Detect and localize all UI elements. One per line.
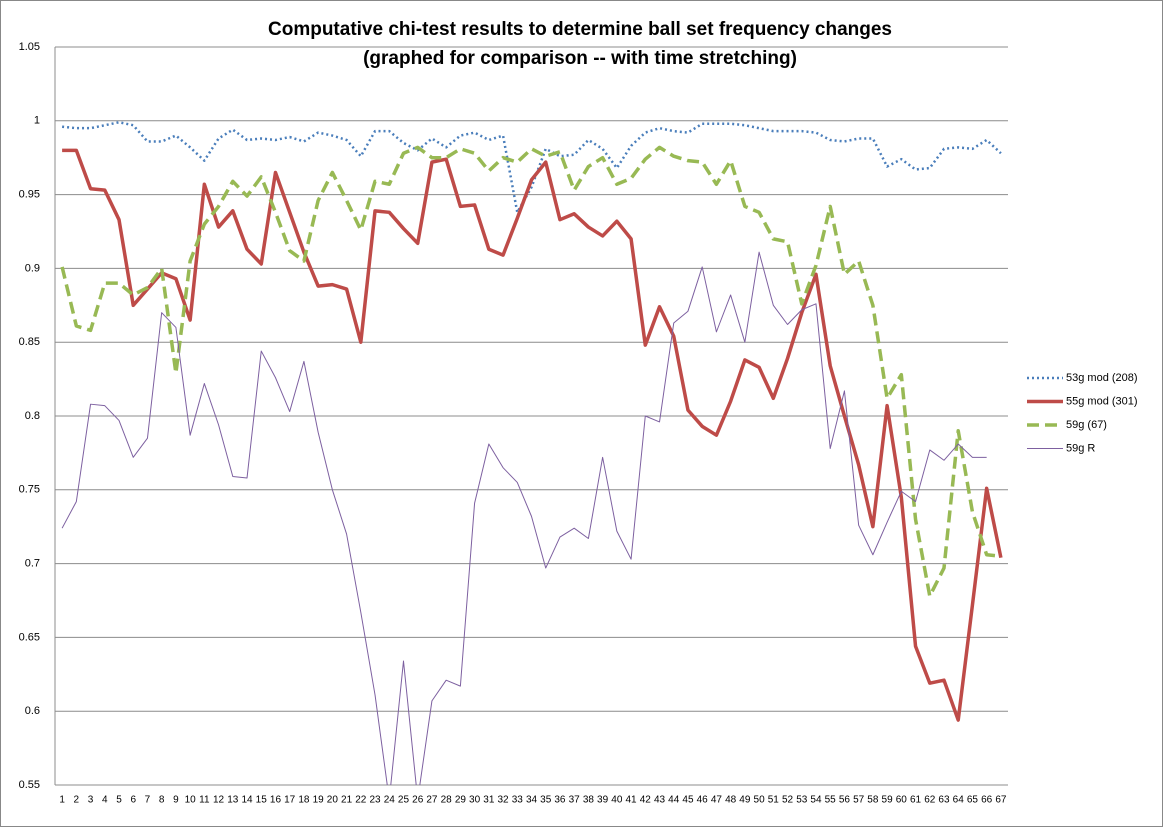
y-tick-label: 1 [34, 115, 40, 127]
x-tick-label: 3 [88, 795, 94, 806]
x-tick-label: 66 [981, 795, 993, 806]
x-tick-label: 7 [145, 795, 151, 806]
x-tick-label: 60 [896, 795, 908, 806]
x-tick-label: 34 [526, 795, 538, 806]
x-tick-label: 64 [953, 795, 965, 806]
x-tick-label: 53 [796, 795, 808, 806]
x-tick-label: 25 [398, 795, 410, 806]
x-tick-label: 8 [159, 795, 165, 806]
x-tick-label: 29 [455, 795, 467, 806]
x-tick-label: 43 [654, 795, 666, 806]
x-tick-label: 20 [327, 795, 339, 806]
x-tick-label: 33 [512, 795, 524, 806]
series-line [62, 148, 1003, 722]
x-tick-label: 62 [924, 795, 936, 806]
series-line [61, 121, 1002, 214]
x-tick-label: 49 [739, 795, 751, 806]
x-tick-label: 61 [910, 795, 922, 806]
legend-label: 53g mod (208) [1066, 372, 1138, 384]
y-tick-label: 0.9 [25, 262, 40, 274]
x-tick-label: 37 [569, 795, 581, 806]
x-tick-label: 55 [825, 795, 837, 806]
x-tick-label: 12 [213, 795, 225, 806]
x-tick-label: 4 [102, 795, 108, 806]
y-tick-label: 0.65 [19, 631, 40, 643]
x-tick-label: 51 [768, 795, 780, 806]
x-tick-label: 22 [355, 795, 367, 806]
x-tick-label: 67 [995, 795, 1007, 806]
x-tick-label: 36 [554, 795, 566, 806]
x-tick-label: 28 [441, 795, 453, 806]
x-tick-label: 21 [341, 795, 353, 806]
legend-label: 55g mod (301) [1066, 395, 1138, 407]
y-tick-label: 0.8 [25, 410, 40, 422]
x-tick-label: 45 [682, 795, 694, 806]
x-tick-label: 58 [867, 795, 879, 806]
y-tick-label: 0.55 [19, 779, 40, 791]
x-tick-label: 40 [611, 795, 623, 806]
x-tick-label: 19 [313, 795, 325, 806]
x-tick-label: 32 [497, 795, 509, 806]
series-line [61, 251, 987, 785]
y-tick-label: 0.95 [19, 189, 40, 201]
x-tick-label: 1 [59, 795, 65, 806]
x-tick-label: 47 [711, 795, 723, 806]
y-tick-label: 1.05 [19, 41, 40, 53]
series-line [60, 145, 1002, 598]
x-tick-label: 14 [241, 795, 253, 806]
x-tick-label: 59 [882, 795, 894, 806]
x-tick-label: 18 [298, 795, 310, 806]
x-tick-label: 9 [173, 795, 179, 806]
x-tick-label: 63 [938, 795, 950, 806]
x-tick-label: 42 [640, 795, 652, 806]
y-tick-label: 0.75 [19, 484, 40, 496]
y-tick-label: 0.6 [25, 705, 40, 717]
y-tick-label: 0.85 [19, 336, 40, 348]
x-tick-label: 13 [227, 795, 239, 806]
x-tick-label: 41 [626, 795, 638, 806]
legend-label: 59g R [1066, 442, 1095, 454]
x-tick-label: 30 [469, 795, 481, 806]
x-tick-label: 65 [967, 795, 979, 806]
x-tick-label: 38 [583, 795, 595, 806]
x-tick-label: 46 [697, 795, 709, 806]
x-tick-label: 24 [384, 795, 396, 806]
chart-title: Computative chi-test results to determin… [268, 19, 892, 40]
legend-label: 59g (67) [1066, 419, 1107, 431]
x-tick-label: 10 [185, 795, 197, 806]
x-tick-label: 5 [116, 795, 122, 806]
x-tick-label: 16 [270, 795, 282, 806]
x-tick-label: 23 [369, 795, 381, 806]
x-tick-label: 27 [426, 795, 438, 806]
x-tick-label: 54 [810, 795, 822, 806]
x-tick-label: 39 [597, 795, 609, 806]
x-tick-label: 17 [284, 795, 296, 806]
x-tick-label: 52 [782, 795, 794, 806]
x-tick-label: 57 [853, 795, 865, 806]
chart-subtitle: (graphed for comparison -- with time str… [363, 48, 797, 69]
x-tick-label: 35 [540, 795, 552, 806]
x-tick-label: 44 [668, 795, 680, 806]
y-tick-label: 0.7 [25, 558, 40, 570]
x-tick-label: 50 [754, 795, 766, 806]
x-tick-label: 15 [256, 795, 268, 806]
x-tick-label: 2 [74, 795, 80, 806]
x-tick-label: 11 [199, 795, 210, 806]
x-tick-label: 31 [483, 795, 495, 806]
x-tick-label: 48 [725, 795, 737, 806]
x-tick-label: 56 [839, 795, 851, 806]
x-tick-label: 26 [412, 795, 424, 806]
x-tick-label: 6 [130, 795, 136, 806]
